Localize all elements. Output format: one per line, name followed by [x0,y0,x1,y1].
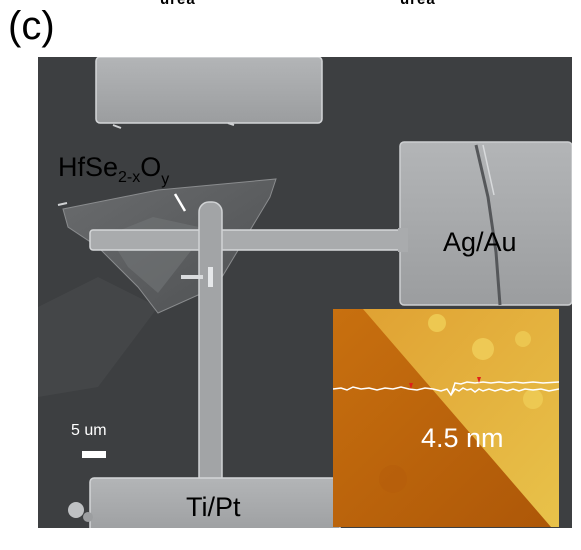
oxide-subscript: 2-x [118,169,141,186]
right-electrode-pad [399,141,572,306]
particle [83,512,93,522]
profile-marker-left [409,383,413,389]
top-electrode-pad [95,57,323,124]
electrode-label-bottom: Ti/Pt [186,492,241,522]
wire-debris-2 [181,275,203,279]
oxide-y: y [161,171,170,188]
electrode-label-right: Ag/Au [443,227,517,257]
oxide-label: HfSe2-xOy [58,154,169,188]
afm-grain [428,314,446,332]
sem-image-drawing [38,57,572,528]
vertical-wire [198,201,223,493]
afm-height-profile-step [450,381,559,396]
thickness-label: 4.5 nm [421,423,504,453]
afm-inset: 4.5 nm [333,309,559,527]
afm-grain [523,389,543,409]
scale-bar [82,451,106,458]
horizontal-wire [89,229,403,251]
afm-grain [379,465,407,493]
afm-flake-region [363,309,559,527]
pad-crack [474,144,502,306]
afm-image [333,309,559,527]
debris-marks [57,122,235,206]
afm-height-profile [333,386,559,397]
afm-grain [515,331,531,347]
pad-crack-edge [482,144,495,196]
oxide-o: O [140,152,162,182]
oxide-base: HfSe [58,152,119,182]
profile-marker-right [477,377,481,383]
wire-junction [398,228,408,252]
panel-label: (c) [8,4,55,48]
substrate-shade [38,277,158,397]
afm-grain [472,338,494,360]
sem-micrograph: HfSe2-xOy Ag/Au Ti/Pt 5 um [38,57,572,528]
wire-debris [208,267,213,287]
label-pointer [173,193,187,212]
cropped-text-right: urea [400,0,436,8]
cropped-text-top: urea urea [150,0,450,8]
particle [68,502,84,518]
cropped-text-left: urea [160,0,196,8]
scale-bar-label: 5 um [71,422,107,439]
